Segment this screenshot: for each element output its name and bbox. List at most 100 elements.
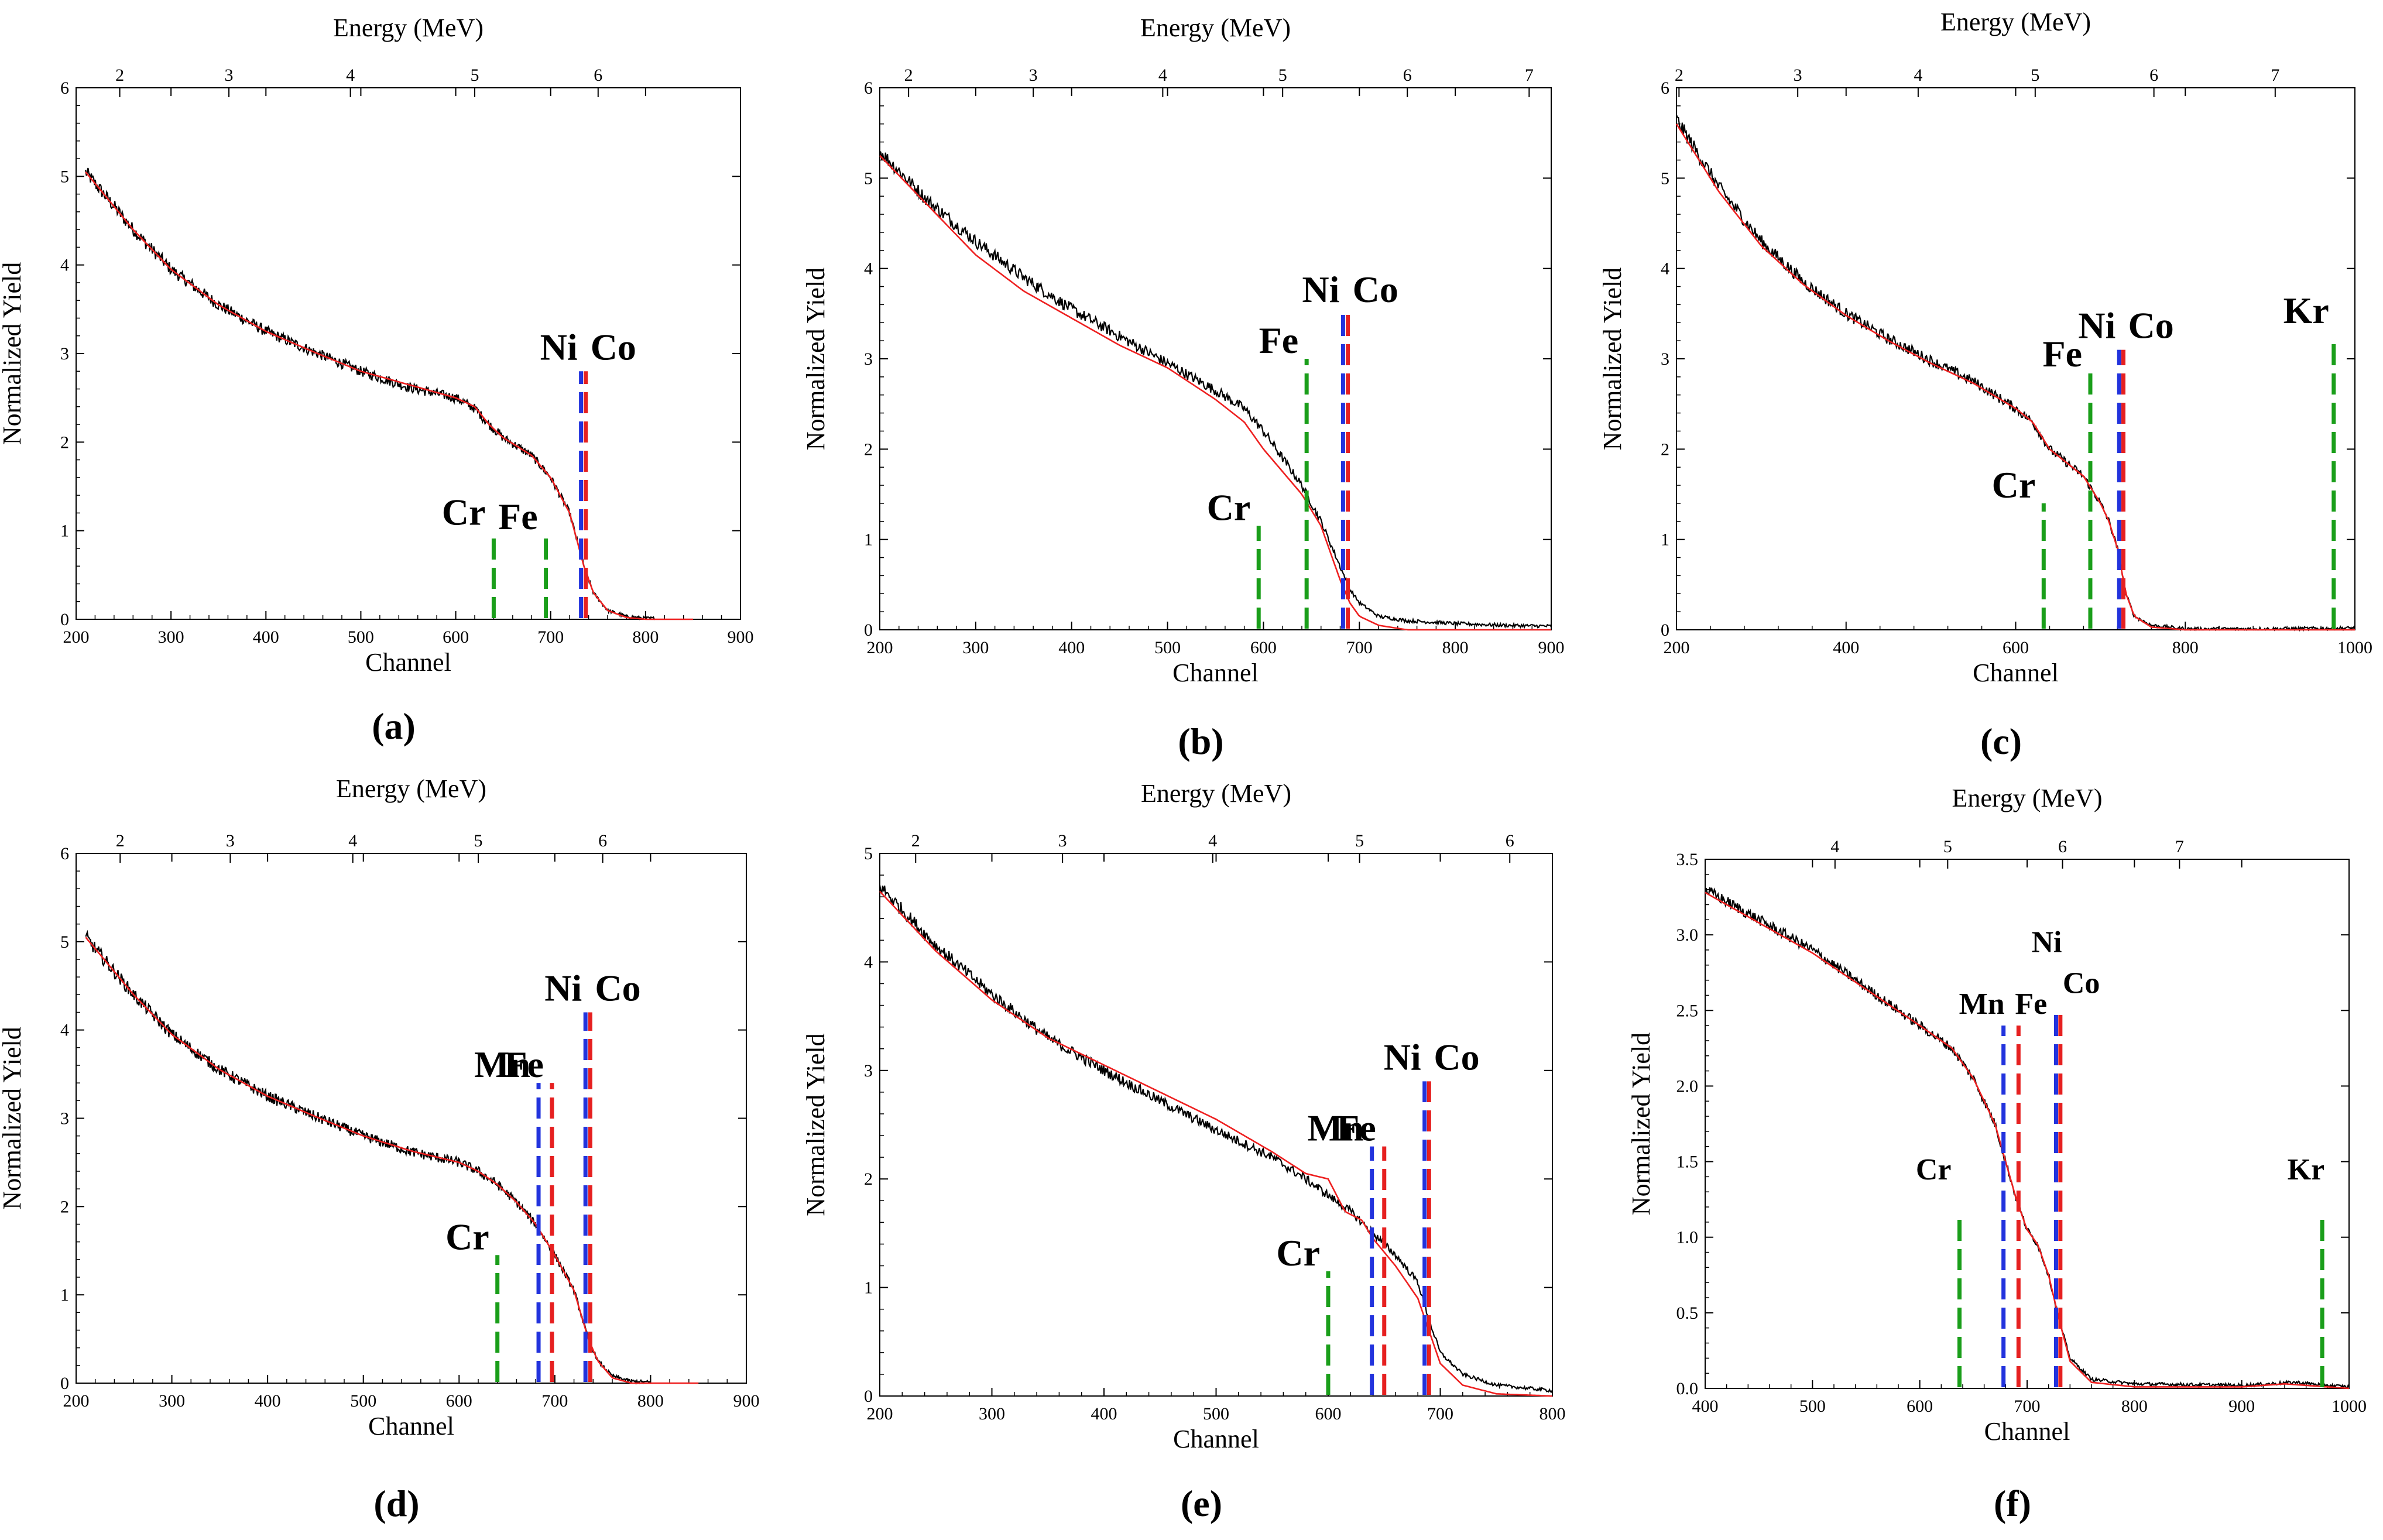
energy-axis-title: Energy (MeV): [333, 13, 484, 42]
x-tick-label: 600: [443, 627, 469, 647]
panel-label: (e): [1181, 1483, 1222, 1524]
panel-label: (d): [373, 1483, 419, 1524]
energy-tick-label: 5: [474, 831, 483, 850]
y-axis-title: Normalized Yield: [1627, 1033, 1655, 1215]
x-tick-label: 700: [1346, 638, 1373, 657]
element-label-ni: Ni: [2078, 305, 2115, 347]
measured-spectrum-line: [879, 884, 1553, 1393]
energy-tick-label: 7: [2271, 66, 2279, 85]
energy-axis-title: Energy (MeV): [336, 774, 486, 803]
x-tick-label: 400: [253, 627, 279, 647]
element-label-cr: Cr: [1992, 464, 2036, 506]
x-tick-label: 300: [962, 638, 989, 657]
y-tick-label: 2.0: [1676, 1076, 1699, 1096]
y-tick-label: 2: [864, 1169, 873, 1189]
energy-tick-label: 5: [1278, 66, 1287, 85]
energy-tick-label: 2: [911, 831, 920, 850]
y-axis-title: Normalized Yield: [0, 1027, 26, 1209]
x-tick-label: 400: [1833, 638, 1859, 657]
energy-axis-title: Energy (MeV): [1952, 784, 2103, 812]
energy-axis-title: Energy (MeV): [1940, 8, 2091, 36]
element-label-fe: Fe: [2015, 987, 2047, 1021]
energy-tick-label: 6: [2058, 837, 2067, 856]
energy-tick-label: 7: [2175, 837, 2184, 856]
y-tick-label: 2.5: [1676, 1001, 1699, 1020]
x-axis-title: Channel: [1172, 658, 1259, 687]
x-tick-label: 400: [1058, 638, 1085, 657]
element-label-fe: Fe: [1336, 1107, 1376, 1149]
panel-label: (a): [372, 705, 416, 747]
y-axis-title: Normalized Yield: [0, 262, 26, 445]
element-label-ni: Ni: [544, 968, 582, 1009]
x-axis-title: Channel: [1173, 1425, 1259, 1453]
panel-label: (b): [1178, 721, 1223, 762]
y-tick-label: 3.5: [1676, 850, 1699, 869]
x-tick-label: 400: [1692, 1397, 1719, 1416]
energy-tick-label: 3: [226, 831, 235, 850]
y-tick-label: 3: [1661, 349, 1669, 369]
energy-tick-label: 7: [1525, 66, 1534, 85]
x-tick-label: 800: [2121, 1397, 2148, 1416]
simulation-fit-line: [879, 155, 1551, 631]
y-tick-label: 1: [864, 1278, 873, 1298]
y-tick-label: 0.0: [1676, 1379, 1699, 1398]
energy-axis-title: Energy (MeV): [1141, 779, 1291, 808]
energy-tick-label: 6: [598, 831, 607, 850]
energy-tick-label: 6: [1506, 831, 1514, 850]
plot-frame: [879, 87, 1552, 630]
element-label-ni: Ni: [540, 326, 578, 368]
element-label-mn: Mn: [1308, 1107, 1364, 1149]
x-tick-label: 700: [541, 1391, 568, 1411]
y-tick-label: 1: [60, 522, 69, 541]
energy-axis-title: Energy (MeV): [1140, 13, 1291, 42]
energy-tick-label: 2: [1675, 66, 1683, 85]
y-tick-label: 5: [60, 167, 69, 186]
y-tick-label: 1.0: [1676, 1228, 1699, 1247]
plot-frame: [76, 853, 747, 1384]
y-tick-label: 4: [1661, 259, 1669, 279]
y-tick-label: 6: [864, 78, 873, 98]
measured-spectrum-line: [1704, 887, 2350, 1390]
energy-tick-label: 3: [1058, 831, 1067, 850]
x-tick-label: 800: [637, 1391, 664, 1411]
x-tick-label: 900: [733, 1391, 760, 1411]
y-tick-label: 3: [864, 349, 873, 369]
element-label-kr: Kr: [2288, 1153, 2325, 1186]
y-tick-label: 3: [60, 344, 69, 363]
x-tick-label: 400: [255, 1391, 281, 1411]
x-tick-label: 800: [632, 627, 659, 647]
simulation-fit-line: [85, 937, 699, 1384]
measured-spectrum-line: [1675, 115, 2356, 632]
x-axis-title: Channel: [365, 648, 451, 677]
element-label-co: Co: [595, 968, 640, 1009]
x-tick-label: 300: [979, 1404, 1005, 1424]
energy-tick-label: 3: [1794, 66, 1802, 85]
simulation-fit-line: [879, 891, 1553, 1397]
energy-tick-label: 5: [471, 66, 479, 85]
x-tick-label: 300: [158, 627, 184, 647]
measured-spectrum-line: [879, 150, 1552, 629]
element-label-co: Co: [2128, 305, 2173, 347]
y-tick-label: 1: [60, 1285, 69, 1305]
element-label-fe: Fe: [1259, 320, 1299, 361]
element-label-mn: Mn: [1959, 987, 2005, 1021]
y-axis-title: Normalized Yield: [1598, 267, 1627, 450]
energy-tick-label: 3: [225, 66, 234, 85]
y-tick-label: 5: [864, 169, 873, 188]
energy-tick-label: 3: [1029, 66, 1038, 85]
y-tick-label: 0: [60, 610, 69, 629]
x-tick-label: 500: [1799, 1397, 1826, 1416]
energy-tick-label: 4: [1830, 837, 1839, 856]
y-tick-label: 1: [1661, 530, 1669, 550]
x-tick-label: 900: [2228, 1397, 2255, 1416]
simulation-fit-line: [1675, 124, 2355, 631]
element-label-ni: Ni: [1302, 269, 1339, 310]
chart-panel-2: 200 300 400 500 600 700 800 900 0 1 2 3 4 5 6 2 3 4 5 6 7 Cha…: [801, 13, 1565, 762]
energy-tick-label: 4: [346, 66, 355, 85]
panel-label: (c): [1980, 721, 2022, 762]
x-tick-label: 600: [446, 1391, 472, 1411]
element-label-ni: Ni: [1384, 1036, 1421, 1078]
y-tick-label: 4: [864, 259, 873, 279]
